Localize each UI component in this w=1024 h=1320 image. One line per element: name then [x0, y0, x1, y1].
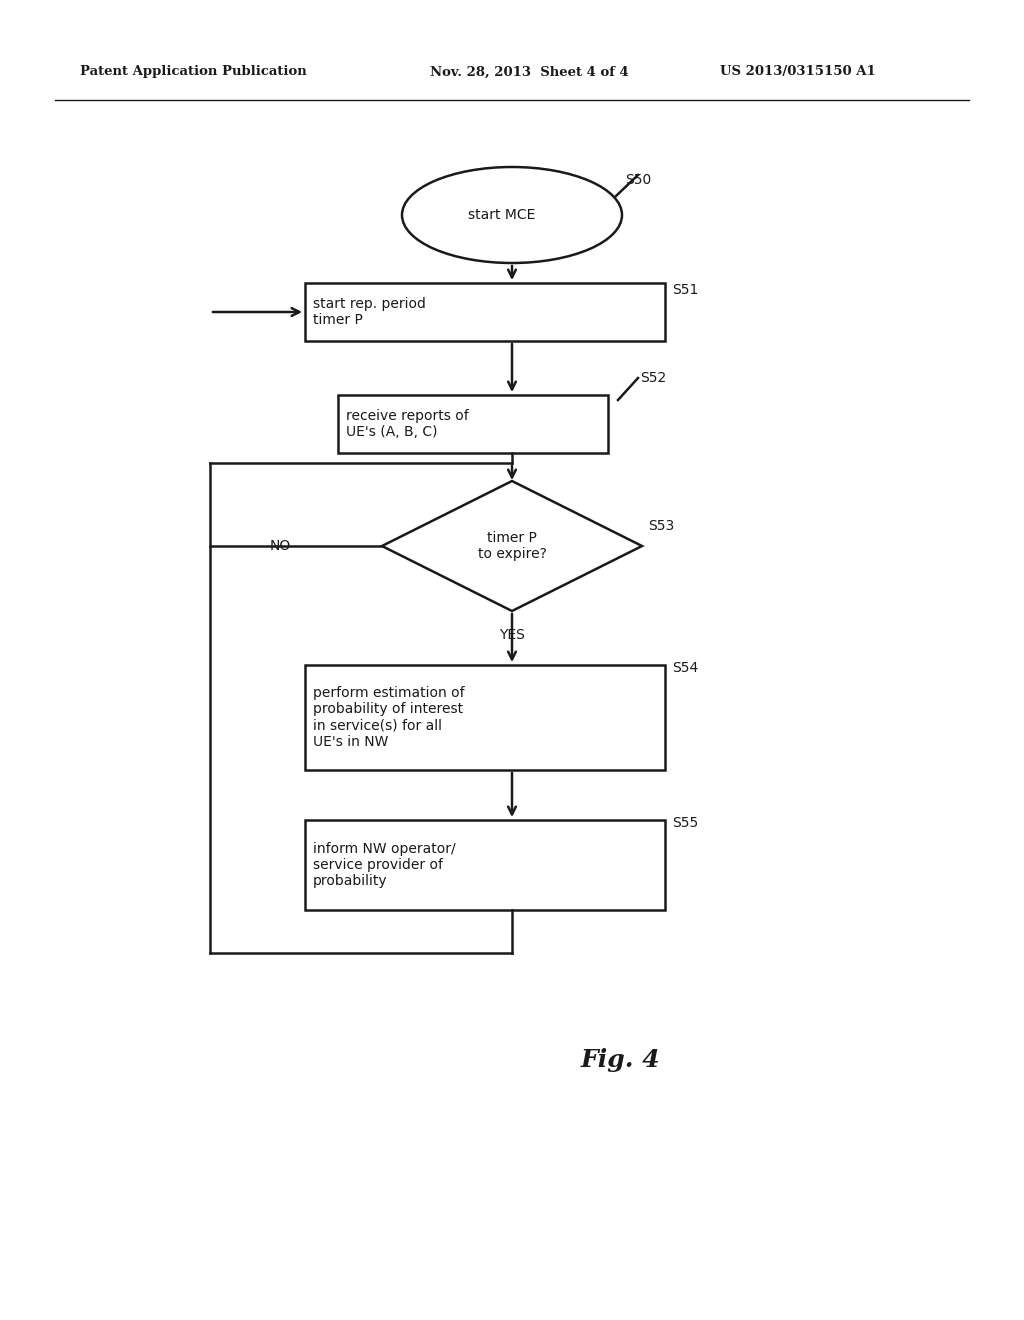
Text: perform estimation of
probability of interest
in service(s) for all
UE's in NW: perform estimation of probability of int…	[313, 686, 465, 748]
Text: Nov. 28, 2013  Sheet 4 of 4: Nov. 28, 2013 Sheet 4 of 4	[430, 66, 629, 78]
Text: Fig. 4: Fig. 4	[581, 1048, 659, 1072]
Text: S55: S55	[672, 816, 698, 830]
Text: YES: YES	[499, 628, 525, 642]
Text: Patent Application Publication: Patent Application Publication	[80, 66, 307, 78]
Text: receive reports of
UE's (A, B, C): receive reports of UE's (A, B, C)	[346, 409, 469, 440]
Text: S53: S53	[648, 519, 674, 533]
Text: start MCE: start MCE	[468, 209, 536, 222]
Text: start rep. period
timer P: start rep. period timer P	[313, 297, 426, 327]
Text: timer P
to expire?: timer P to expire?	[477, 531, 547, 561]
Text: inform NW operator/
service provider of
probability: inform NW operator/ service provider of …	[313, 842, 456, 888]
Text: US 2013/0315150 A1: US 2013/0315150 A1	[720, 66, 876, 78]
Text: S54: S54	[672, 661, 698, 675]
Text: NO: NO	[269, 539, 291, 553]
Text: S50: S50	[625, 173, 651, 187]
Text: S51: S51	[672, 282, 698, 297]
Text: S52: S52	[640, 371, 667, 385]
